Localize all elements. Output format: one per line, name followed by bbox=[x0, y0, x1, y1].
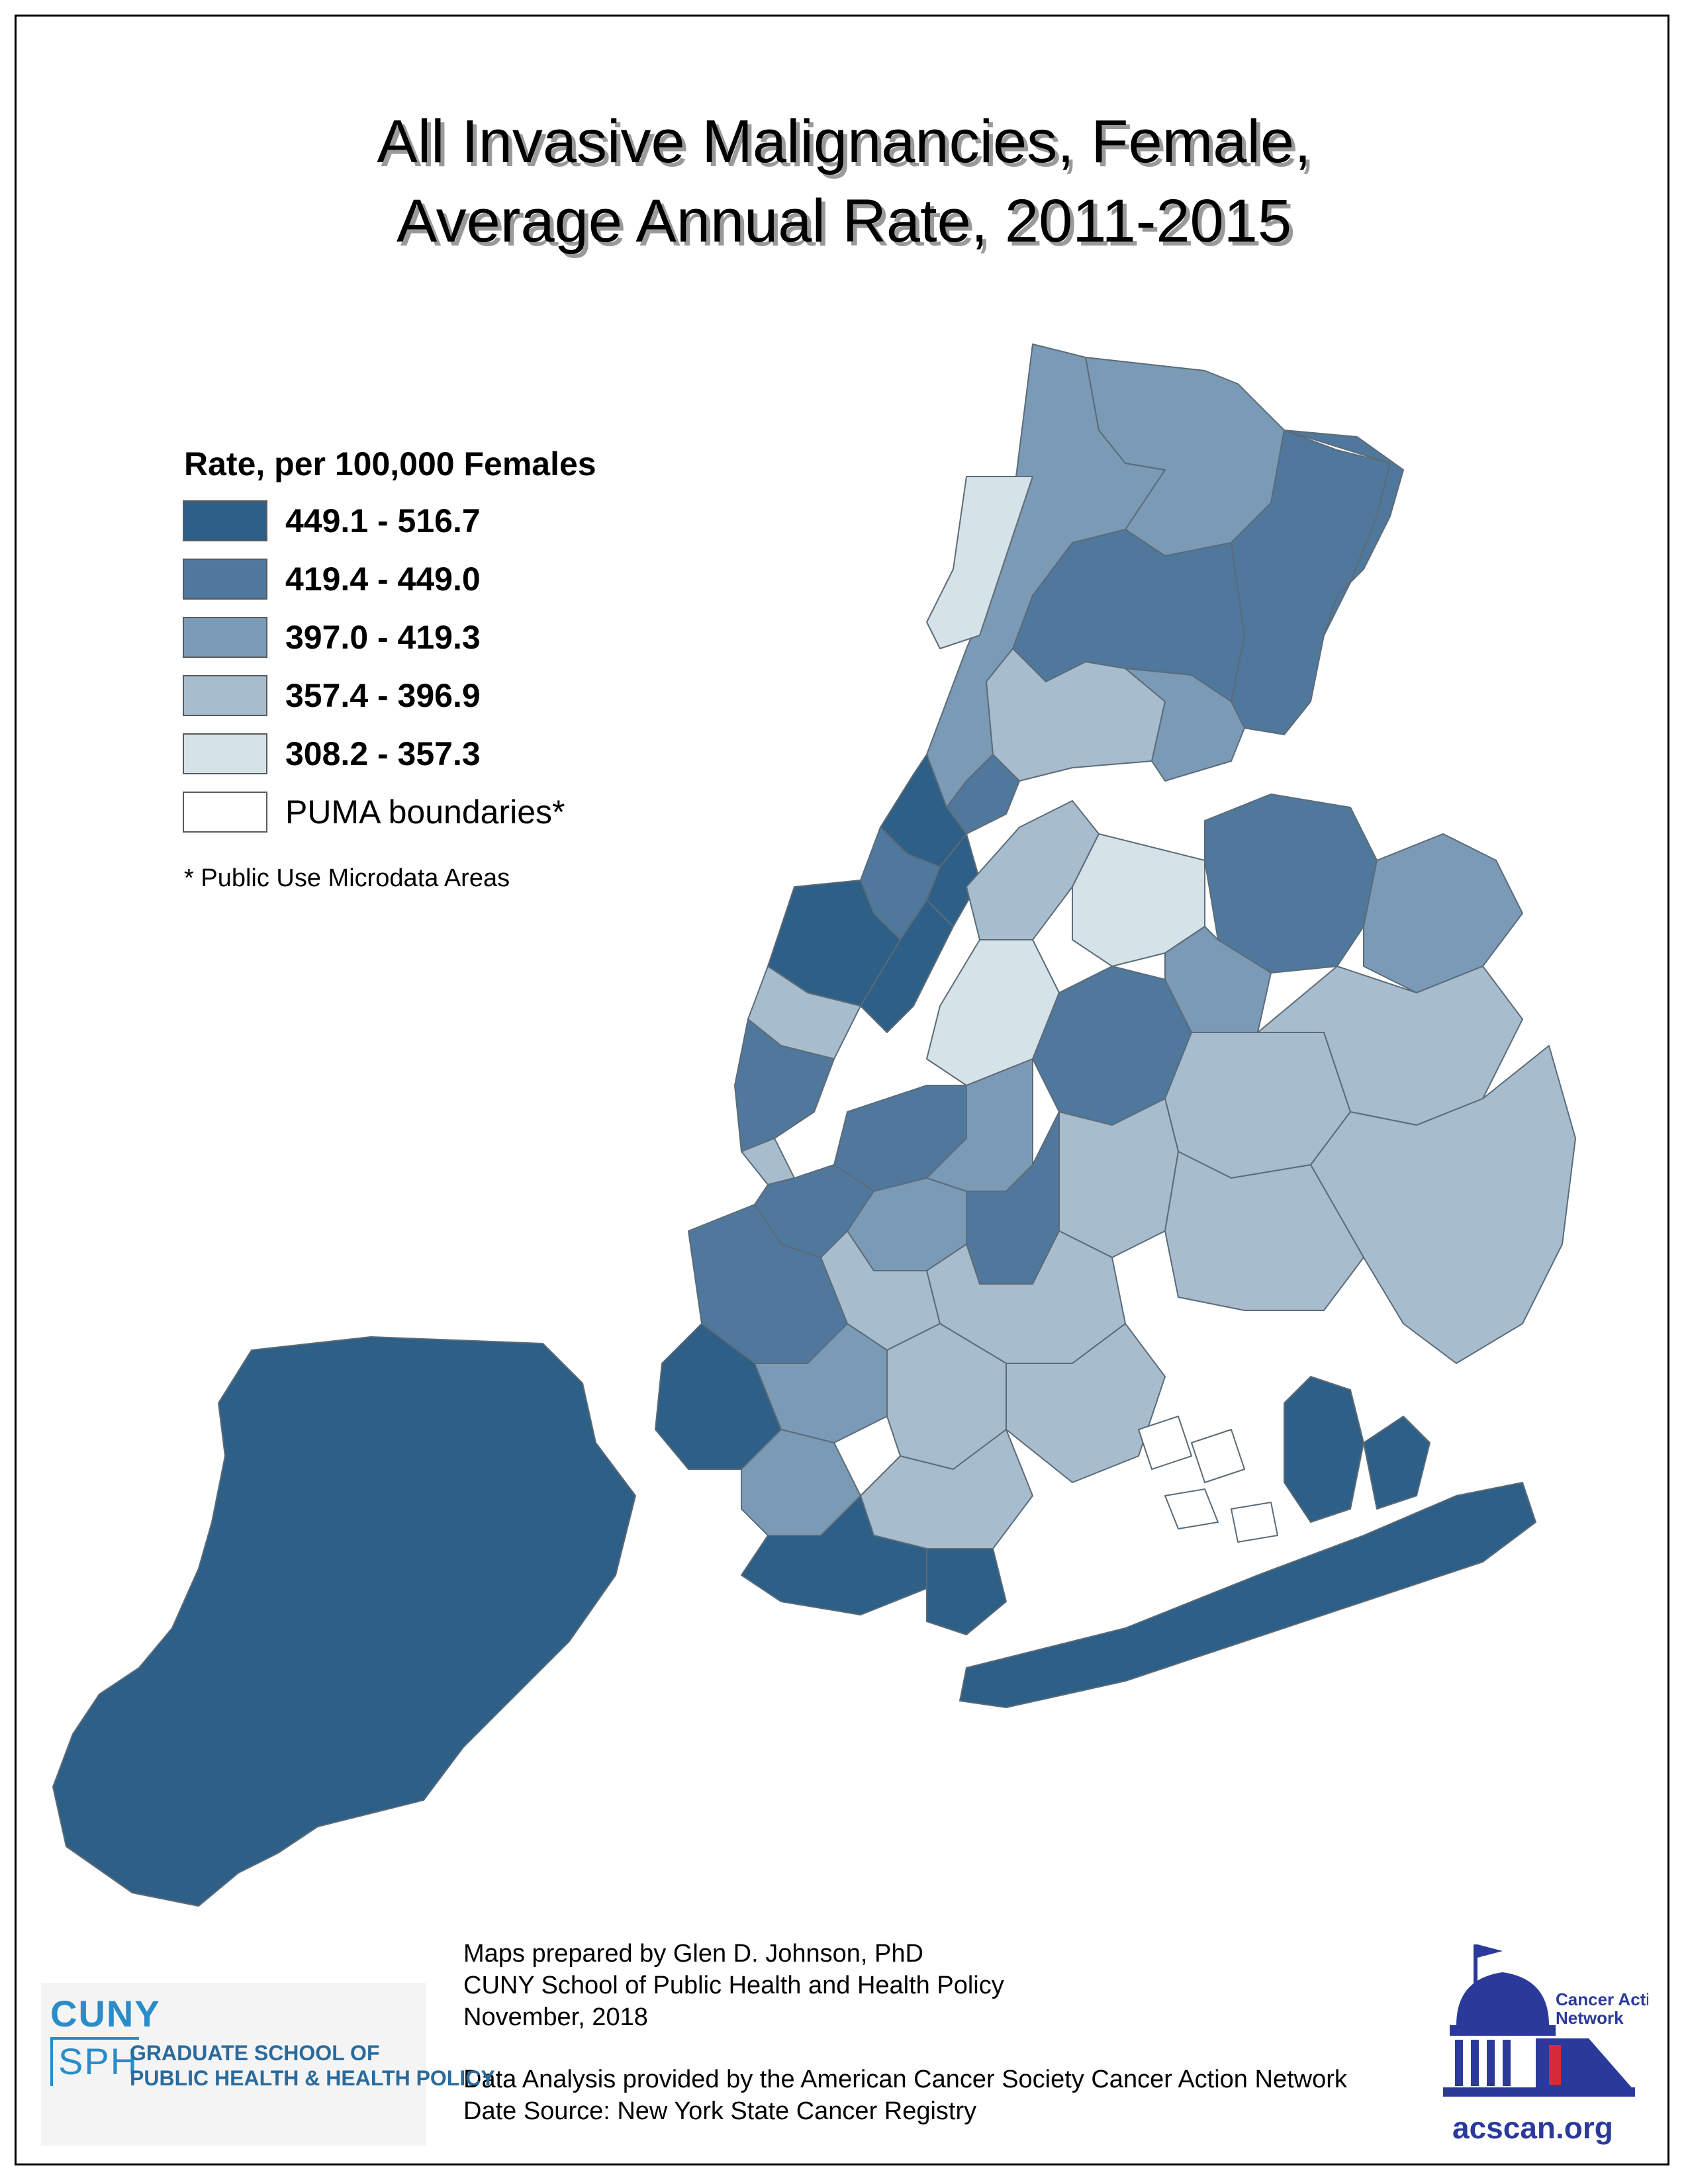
legend-swatch bbox=[183, 559, 267, 600]
acs-logo-name: Cancer Action bbox=[1556, 1989, 1648, 2009]
cuny-logo-subtitle: GRADUATE SCHOOL OF bbox=[130, 2041, 380, 2065]
legend-label: 397.0 - 419.3 bbox=[285, 619, 481, 656]
cuny-logo-bar bbox=[50, 2040, 53, 2086]
staten-island bbox=[52, 1336, 636, 1907]
manhattan-downtown bbox=[734, 1019, 835, 1152]
legend-title: Rate, per 100,000 Females bbox=[184, 445, 596, 482]
cuny-sph-logo bbox=[41, 1983, 426, 2146]
queens-bayside bbox=[1363, 833, 1523, 993]
cuny-logo-subtitle: PUBLIC HEALTH & HEALTH POLICY bbox=[130, 2066, 495, 2090]
legend-label: PUMA boundaries* bbox=[285, 794, 565, 831]
cuny-logo-word: CUNY bbox=[50, 1993, 161, 2034]
map-title-line-2: Average Annual Rate, 2011-2015 bbox=[396, 187, 1292, 255]
brooklyn-canarsie bbox=[1006, 1323, 1166, 1483]
legend-swatch bbox=[183, 733, 267, 774]
manhattan-east-harlem bbox=[926, 833, 980, 927]
legend-label: 308.2 - 357.3 bbox=[285, 735, 481, 772]
credit-line: CUNY School of Public Health and Health … bbox=[463, 1972, 1004, 1999]
sph-logo-word: SPH bbox=[58, 2040, 139, 2082]
credit-line: November, 2018 bbox=[463, 2003, 648, 2031]
legend-swatch bbox=[183, 617, 267, 658]
legend-label: 419.4 - 449.0 bbox=[285, 561, 481, 598]
acs-url: acscan.org bbox=[1452, 2111, 1613, 2145]
cuny-logo-rule bbox=[50, 2037, 139, 2040]
credit-line: Date Source: New York State Cancer Regis… bbox=[463, 2097, 977, 2125]
legend-swatch bbox=[183, 675, 267, 716]
brooklyn-brighton bbox=[926, 1548, 1007, 1635]
queens-south-jamaica bbox=[1164, 1151, 1364, 1311]
jamaica-bay-island bbox=[1191, 1429, 1245, 1483]
credit-line: Data Analysis provided by the American C… bbox=[463, 2066, 1347, 2093]
legend-swatch bbox=[183, 500, 267, 541]
legend-swatch bbox=[183, 792, 267, 833]
data-source-block: Data Analysis provided by the American C… bbox=[463, 2064, 1347, 2127]
map-title-line-1: All Invasive Malignancies, Female, bbox=[377, 108, 1311, 175]
jamaica-bay-island bbox=[1138, 1416, 1192, 1470]
credits-block: Maps prepared by Glen D. Johnson, PhD CU… bbox=[463, 1938, 1004, 2033]
queens-broad-channel bbox=[1284, 1376, 1364, 1523]
legend-footnote: * Public Use Microdata Areas bbox=[184, 864, 510, 892]
acs-logo-name-2: Network bbox=[1556, 2008, 1624, 2028]
queens-queens-village bbox=[1257, 966, 1523, 1126]
legend-label: 449.1 - 516.7 bbox=[285, 502, 481, 539]
queens-flushing bbox=[1204, 794, 1378, 974]
bronx-soundview bbox=[1125, 668, 1245, 782]
legend-label: 357.4 - 396.9 bbox=[285, 677, 481, 714]
queens-far-rockaway bbox=[1363, 1416, 1430, 1510]
acs-can-logo: Cancer Action Network bbox=[1443, 1944, 1648, 2097]
manhattan-riverdale bbox=[926, 476, 1033, 649]
queens-rockaway bbox=[959, 1482, 1536, 1708]
map-frame bbox=[15, 15, 1669, 2165]
jamaica-bay-island bbox=[1164, 1488, 1219, 1529]
bronx-throgs bbox=[1284, 430, 1404, 636]
jamaica-bay-island bbox=[1231, 1502, 1278, 1543]
credit-line: Maps prepared by Glen D. Johnson, PhD bbox=[463, 1940, 923, 1968]
